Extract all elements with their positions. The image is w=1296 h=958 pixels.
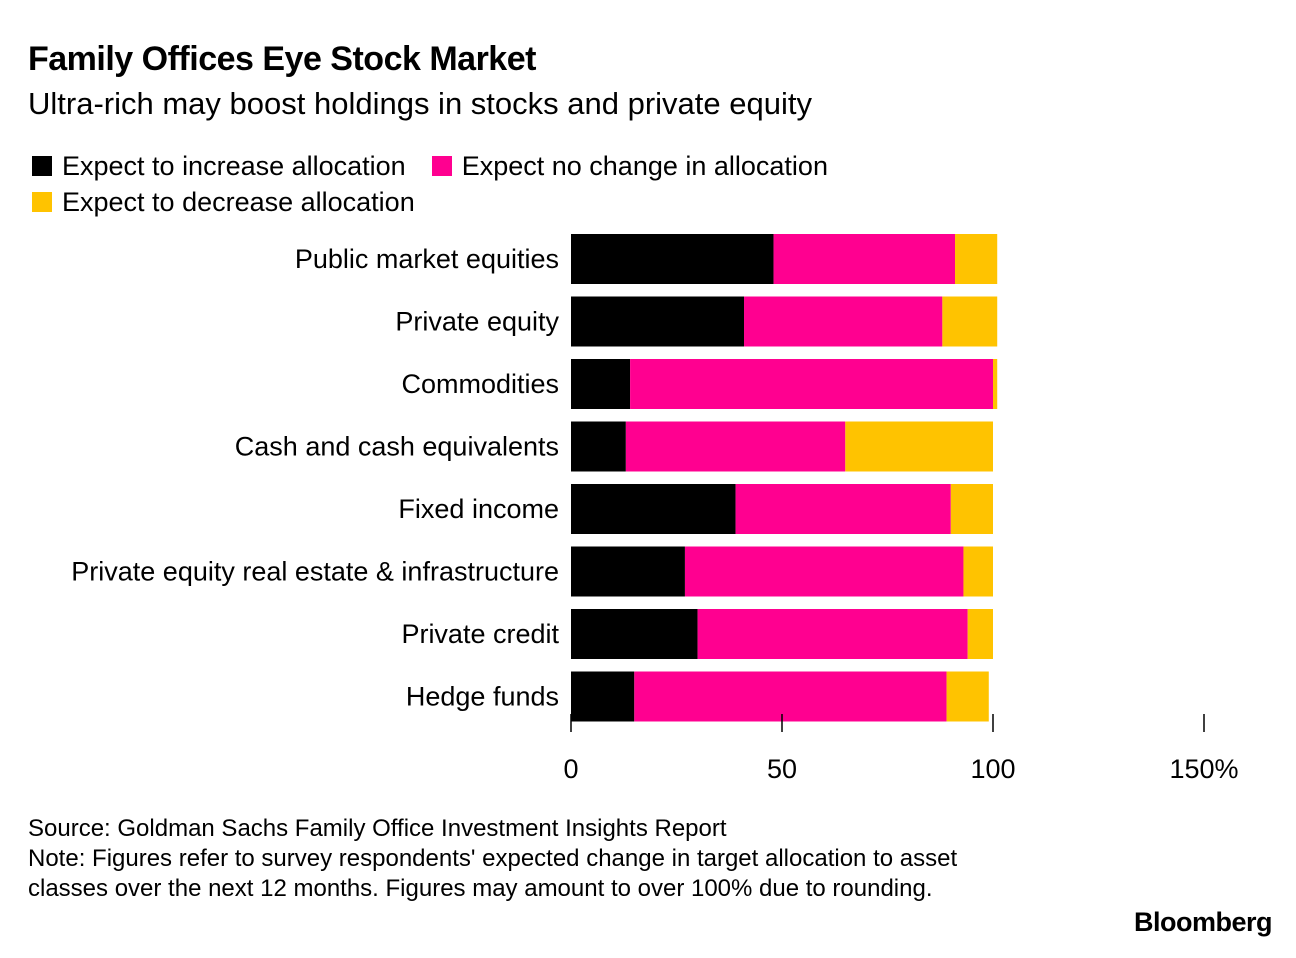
x-tick-label: 0 bbox=[563, 754, 578, 784]
legend-swatch-no-change bbox=[431, 156, 452, 176]
legend: Expect to increase allocation Expect no … bbox=[32, 148, 932, 220]
stacked-bar-chart: Public market equities Private equity Comm… bbox=[71, 234, 1239, 784]
bar-segment-increase bbox=[571, 359, 631, 409]
bar-segment-increase bbox=[571, 234, 774, 284]
bar-segment-increase bbox=[571, 484, 736, 534]
bar-segment-no-change bbox=[773, 234, 956, 284]
legend-label-no-change: Expect no change in allocation bbox=[461, 150, 828, 181]
bar-segment-no-change bbox=[697, 609, 968, 659]
category-label: Private equity bbox=[395, 307, 559, 337]
legend-label-decrease: Expect to decrease allocation bbox=[62, 186, 415, 217]
bar-segment-decrease bbox=[993, 359, 998, 409]
legend-label-increase: Expect to increase allocation bbox=[62, 150, 406, 181]
category-label: Public market equities bbox=[295, 244, 559, 274]
bar-segment-decrease bbox=[845, 421, 993, 472]
category-label: Fixed income bbox=[398, 494, 559, 524]
bar-segment-decrease bbox=[955, 234, 998, 284]
bar-segment-decrease bbox=[942, 296, 998, 347]
chart-title: Family Offices Eye Stock Market bbox=[28, 40, 536, 78]
bar-segment-decrease bbox=[967, 609, 993, 659]
bar-segment-increase bbox=[571, 671, 635, 722]
x-tick-label: 50 bbox=[767, 754, 797, 784]
category-label: Commodities bbox=[401, 369, 559, 399]
bloomberg-logo: Bloomberg bbox=[1133, 907, 1273, 937]
bar-segment-no-change bbox=[625, 421, 846, 472]
bar-segment-increase bbox=[571, 546, 685, 597]
bar-segment-no-change bbox=[634, 671, 947, 722]
source-note: Source: Goldman Sachs Family Office Inve… bbox=[28, 815, 727, 842]
x-tick-label: 150% bbox=[1169, 754, 1238, 784]
chart-subtitle: Ultra-rich may boost holdings in stocks … bbox=[28, 86, 812, 121]
legend-swatch-increase bbox=[32, 156, 52, 176]
legend-item-no-change: Expect no change in allocation bbox=[431, 150, 828, 182]
category-label: Private credit bbox=[401, 619, 559, 649]
x-tick-label: 100 bbox=[970, 754, 1015, 784]
category-label: Private equity real estate & infrastruct… bbox=[71, 557, 559, 587]
category-label: Hedge funds bbox=[406, 682, 559, 712]
bar-segment-decrease bbox=[950, 484, 993, 534]
bar-segment-no-change bbox=[744, 296, 943, 347]
bar-segment-decrease bbox=[963, 546, 993, 597]
bar-segment-increase bbox=[571, 421, 626, 472]
bar-segment-no-change bbox=[735, 484, 951, 534]
chart-footer: Source: Goldman Sachs Family Office Inve… bbox=[28, 814, 1038, 904]
bar-segment-no-change bbox=[684, 546, 964, 597]
bar-segment-increase bbox=[571, 296, 745, 347]
category-label: Cash and cash equivalents bbox=[235, 432, 559, 462]
footnote: Note: Figures refer to survey respondent… bbox=[28, 845, 958, 902]
legend-swatch-decrease bbox=[32, 192, 52, 212]
legend-item-increase: Expect to increase allocation bbox=[32, 151, 406, 182]
bar-segment-decrease bbox=[946, 671, 989, 722]
bar-segment-increase bbox=[571, 609, 698, 659]
legend-item-decrease: Expect to decrease allocation bbox=[32, 187, 415, 218]
bar-segment-no-change bbox=[630, 359, 993, 409]
